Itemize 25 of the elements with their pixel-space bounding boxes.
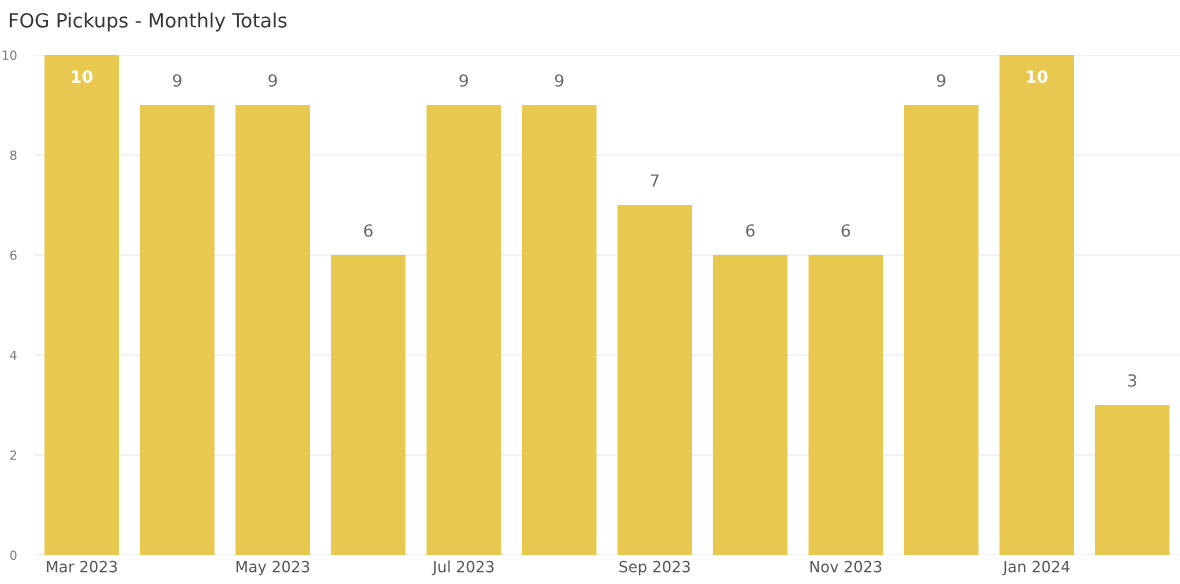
x-tick-label: Nov 2023 (810, 560, 882, 573)
x-tick-label: Mar 2023 (46, 560, 117, 573)
data-label: 6 (364, 224, 373, 237)
data-label: 3 (1128, 374, 1137, 387)
data-label: 9 (459, 74, 468, 87)
data-label: 9 (268, 74, 277, 87)
data-label: 9 (173, 74, 182, 87)
x-tick-label: Jul 2023 (431, 560, 494, 576)
y-tick-label: 8 (10, 150, 17, 160)
data-label: 9 (555, 74, 564, 87)
x-tick-label: May 2023 (236, 560, 310, 576)
y-tick-label: 6 (10, 250, 17, 260)
x-tick-label: Jan 2024 (1002, 560, 1070, 576)
chart-title: FOG Pickups - Monthly Totals (9, 12, 287, 32)
y-tick-label: 10 (2, 50, 17, 60)
x-tick-label: Sep 2023 (619, 560, 690, 576)
y-tick-label: 4 (9, 350, 17, 360)
y-tick-label: 2 (10, 450, 17, 460)
data-label: 9 (937, 74, 946, 87)
data-label: 7 (650, 174, 659, 187)
data-label: 10 (1027, 70, 1048, 83)
data-label: 10 (72, 70, 93, 83)
data-label: 6 (746, 224, 755, 237)
data-label: 6 (841, 224, 850, 237)
y-tick-label: 0 (10, 550, 17, 560)
